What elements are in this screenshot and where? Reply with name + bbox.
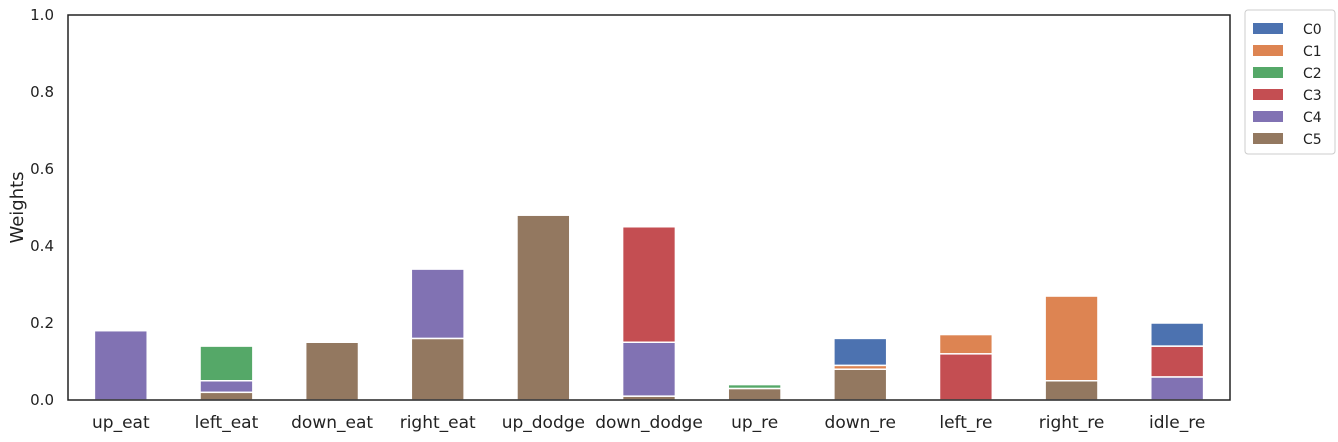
x-tick-label: down_eat [291,413,373,433]
bar-C5-down_re [833,368,888,401]
legend-swatch-C0 [1253,23,1283,34]
bar-C5-right_re [1044,380,1099,401]
x-tick-label: up_re [731,413,778,433]
legend-swatch-C1 [1253,45,1283,56]
x-tick-label: idle_re [1149,413,1205,433]
bar-C3-down_dodge [621,226,677,343]
legend-label-C2: C2 [1303,66,1322,82]
y-tick-label: 0.2 [30,314,54,332]
bar-C3-left_re [938,353,994,401]
y-tick-label: 0.4 [30,237,54,255]
bar-C2-left_eat [199,345,254,382]
x-tick-label: down_re [825,413,896,433]
legend-swatch-C3 [1253,89,1283,100]
bar-C4-down_dodge [621,341,677,397]
legend-swatch-C4 [1253,111,1283,122]
bar-C0-down_re [833,337,888,367]
bars-layer [93,214,1205,401]
y-tick-label: 0.6 [30,160,54,178]
y-axis-ticks: 0.0 0.2 0.4 0.6 0.8 1.0 [30,6,54,409]
bar-C5-up_re [727,387,782,401]
x-tick-label: left_re [939,413,992,433]
x-axis-ticks: up_eat left_eat down_eat right_eat up_dodge d… [92,413,1205,433]
bar-C4-left_eat [199,380,254,394]
bar-C3-idle_re [1150,345,1205,378]
legend-label-C0: C0 [1303,22,1322,38]
y-tick-label: 1.0 [30,6,54,24]
bar-C1-right_re [1044,295,1099,382]
x-tick-label: down_dodge [595,413,703,433]
bar-C4-up_eat [93,329,148,401]
bar-C5-right_eat [410,337,465,401]
legend-swatch-C2 [1253,67,1283,78]
x-tick-label: right_eat [400,413,476,433]
y-axis-label: Weights [7,171,28,243]
y-tick-label: 0.0 [30,391,54,409]
bar-C1-left_re [938,333,994,355]
legend: C0 C1 C2 C3 C4 C5 [1244,9,1336,155]
legend-label-C3: C3 [1303,88,1322,104]
legend-label-C1: C1 [1303,44,1322,60]
y-tick-label: 0.8 [30,83,54,101]
x-tick-label: up_eat [92,413,150,433]
bar-C4-right_eat [410,268,465,340]
bar-C0-idle_re [1150,322,1205,347]
bar-C5-left_eat [199,391,254,401]
legend-swatch-C5 [1253,133,1283,144]
x-tick-label: up_dodge [502,413,585,433]
bar-C5-down_eat [304,341,360,401]
x-tick-label: left_eat [195,413,259,433]
legend-label-C4: C4 [1303,110,1322,126]
plot-frame [67,14,1231,401]
bar-C5-up_dodge [516,214,571,401]
bar-C4-idle_re [1150,376,1205,401]
bar-C2-up_re [727,383,782,390]
legend-label-C5: C5 [1303,132,1322,148]
x-tick-label: right_re [1039,413,1105,433]
